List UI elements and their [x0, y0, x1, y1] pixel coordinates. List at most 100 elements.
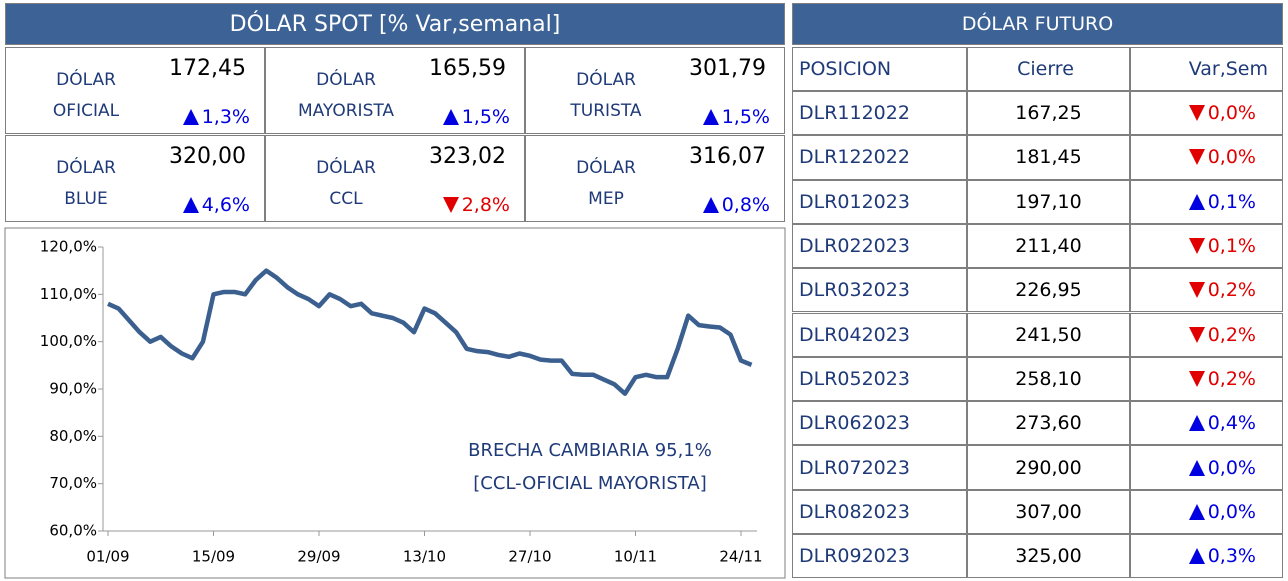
change: 1,5% [442, 106, 510, 128]
y-tick-label: 110,0% [40, 285, 97, 303]
arrow-down [1188, 370, 1205, 387]
futuro-header: POSICION Cierre Var,Sem [792, 47, 1283, 91]
annotation: BRECHA CAMBIARIA 95,1% [468, 440, 712, 461]
change: 0,2% [1188, 367, 1256, 390]
x-tick-label: 10/11 [614, 548, 657, 566]
spot-cell: DÓLAR BLUE 320,00 4,6% [5, 135, 265, 222]
change-cell: 0,2% [1130, 268, 1283, 313]
spot-cell: DÓLAR CCL 323,02 2,8% [265, 135, 525, 222]
change: 0,8% [702, 194, 770, 216]
spot-cell: DÓLAR TURISTA 301,79 1,5% [525, 47, 785, 134]
futuro-row: DLR082023 307,00 0,0% [792, 489, 1283, 534]
position: DLR122022 [792, 135, 967, 180]
column-header: Cierre [967, 47, 1130, 91]
futuro-row: DLR112022 167,25 0,0% [792, 91, 1283, 136]
change: 0,0% [1188, 146, 1256, 169]
x-tick-label: 27/10 [508, 548, 551, 566]
y-tick-label: 70,0% [49, 474, 97, 492]
x-tick-label: 29/09 [297, 548, 340, 566]
futuro-row: DLR122022 181,45 0,0% [792, 135, 1283, 180]
arrow-up [1188, 415, 1205, 432]
change-value: 0,2% [1207, 279, 1256, 302]
close: 181,45 [967, 135, 1130, 180]
change: 0,0% [1188, 500, 1256, 523]
futuro-row: DLR092023 325,00 0,3% [792, 534, 1283, 579]
futuro-row: DLR042023 241,50 0,2% [792, 312, 1283, 357]
futuro-row: DLR012023 197,10 0,1% [792, 179, 1283, 224]
change-value: 0,3% [1207, 545, 1256, 568]
futuro-row: DLR022023 211,40 0,1% [792, 223, 1283, 269]
arrow-up [442, 109, 459, 125]
change-cell: 0,1% [1130, 179, 1283, 224]
position: DLR062023 [792, 401, 967, 446]
position: DLR042023 [792, 312, 967, 357]
position: DLR032023 [792, 268, 967, 313]
change: 0,2% [1188, 279, 1256, 302]
x-tick-label: 01/09 [86, 548, 129, 566]
position: DLR012023 [792, 179, 967, 224]
close: 167,25 [967, 91, 1130, 136]
position: DLR052023 [792, 356, 967, 402]
arrow-up [1188, 193, 1205, 210]
spot-name: TURISTA [570, 101, 642, 121]
change-value: 0,2% [1207, 323, 1256, 346]
annotation: [CCL-OFICIAL MAYORISTA] [473, 473, 706, 494]
y-tick-label: 100,0% [40, 332, 97, 350]
spot-value: 316,07 [689, 144, 766, 169]
spot-name: MAYORISTA [297, 101, 395, 121]
spot-value: 165,59 [429, 56, 506, 81]
futuro-row: DLR052023 258,10 0,2% [792, 356, 1283, 402]
futuro-row: DLR072023 290,00 0,0% [792, 445, 1283, 490]
change-value: 0,1% [1207, 190, 1256, 213]
change-value: 0,2% [1207, 367, 1256, 390]
spot-name: BLUE [64, 189, 108, 209]
column-header: POSICION [792, 47, 967, 91]
spot-name: DÓLAR [576, 70, 636, 90]
close: 197,10 [967, 179, 1130, 224]
change-value: 0,1% [1207, 235, 1256, 258]
arrow-down [1188, 105, 1205, 122]
close: 226,95 [967, 268, 1130, 313]
x-tick-label: 13/10 [403, 548, 446, 566]
spot-cell: DÓLAR OFICIAL 172,45 1,3% [5, 47, 265, 134]
close: 325,00 [967, 534, 1130, 579]
change-cell: 0,0% [1130, 135, 1283, 180]
change-cell: 0,2% [1130, 356, 1283, 402]
change-cell: 0,3% [1130, 534, 1283, 579]
change-cell: 0,0% [1130, 91, 1283, 136]
change: 4,6% [182, 194, 250, 216]
change-value: 0,0% [1207, 146, 1256, 169]
y-tick-label: 60,0% [49, 522, 97, 540]
change-cell: 0,2% [1130, 312, 1283, 357]
change-value: 1,5% [721, 106, 770, 128]
close: 258,10 [967, 356, 1130, 402]
close: 211,40 [967, 223, 1130, 269]
spot-name: DÓLAR [56, 158, 116, 178]
arrow-down [1188, 282, 1205, 299]
arrow-down [1188, 326, 1205, 343]
change: 0,1% [1188, 190, 1256, 213]
arrow-up [1188, 459, 1205, 476]
chart-frame [4, 227, 786, 579]
change-value: 2,8% [461, 194, 510, 216]
change-value: 0,0% [1207, 500, 1256, 523]
change: 0,4% [1188, 412, 1256, 434]
close: 307,00 [967, 489, 1130, 534]
position: DLR072023 [792, 445, 967, 490]
change-value: 1,5% [461, 106, 510, 128]
spot-name: OFICIAL [52, 101, 120, 121]
close: 290,00 [967, 445, 1130, 490]
arrow-down [1188, 238, 1205, 255]
arrow-up [702, 109, 719, 125]
spot-name: DÓLAR [56, 70, 116, 90]
arrow-up [182, 197, 199, 213]
spot-value: 301,79 [689, 56, 766, 81]
close: 241,50 [967, 312, 1130, 357]
futuro-row: DLR032023 226,95 0,2% [792, 268, 1283, 313]
arrow-down [1188, 149, 1205, 166]
futuro-row: DLR062023 273,60 0,4% [792, 401, 1283, 446]
y-tick-label: 90,0% [49, 380, 97, 398]
change-value: 1,3% [201, 106, 250, 128]
